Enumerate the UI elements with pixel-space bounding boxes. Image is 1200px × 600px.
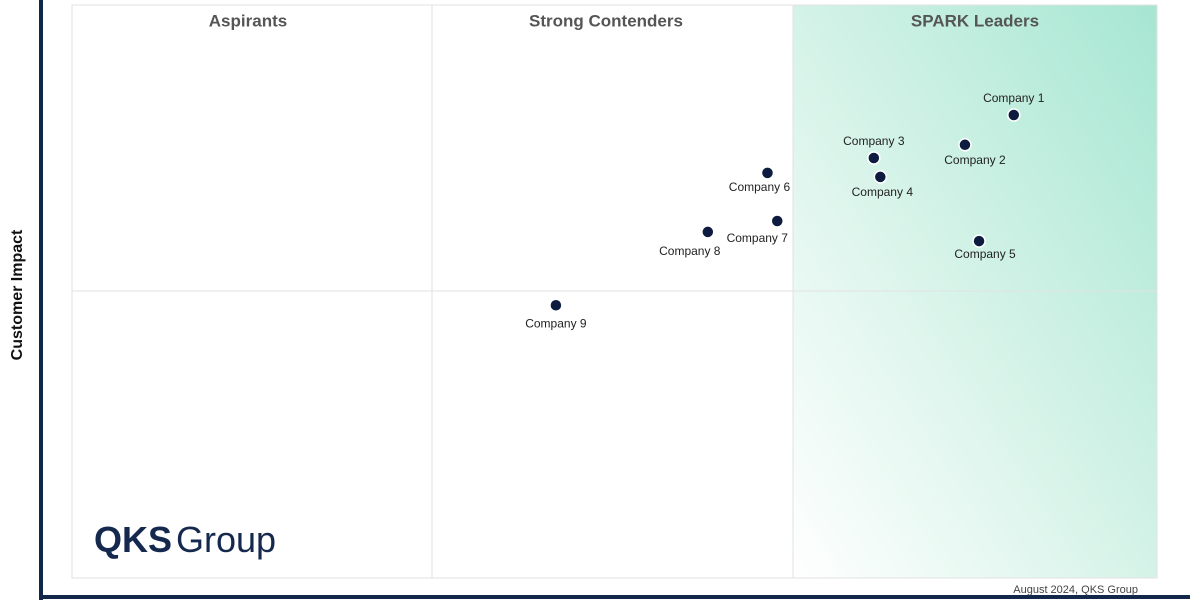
logo-bold: QKS <box>94 519 172 560</box>
logo: QKS Group <box>94 519 276 560</box>
point <box>760 166 775 180</box>
point-label: Company 2 <box>944 153 1006 167</box>
point <box>867 151 881 165</box>
point <box>701 225 715 239</box>
quadrant-label: SPARK Leaders <box>911 11 1039 30</box>
point <box>1007 108 1021 122</box>
point-label: Company 1 <box>983 91 1045 105</box>
point-label: Company 8 <box>659 244 721 258</box>
point <box>873 170 888 184</box>
quadrant-label: Strong Contenders <box>529 11 683 30</box>
point <box>549 298 563 313</box>
point-label: Company 4 <box>852 185 914 199</box>
point <box>972 234 986 248</box>
point-label: Company 3 <box>843 134 905 148</box>
quadrant-label: Aspirants <box>209 11 287 30</box>
point-label: Company 9 <box>525 316 587 330</box>
y-axis-label: Customer Impact <box>9 229 26 360</box>
point-label: Company 5 <box>954 247 1016 261</box>
logo-text: Group <box>176 519 276 560</box>
point-label: Company 7 <box>727 231 789 245</box>
point <box>958 138 972 152</box>
point-label: Company 6 <box>729 180 791 194</box>
source: August 2024, QKS Group <box>1013 584 1138 596</box>
point <box>770 214 784 228</box>
